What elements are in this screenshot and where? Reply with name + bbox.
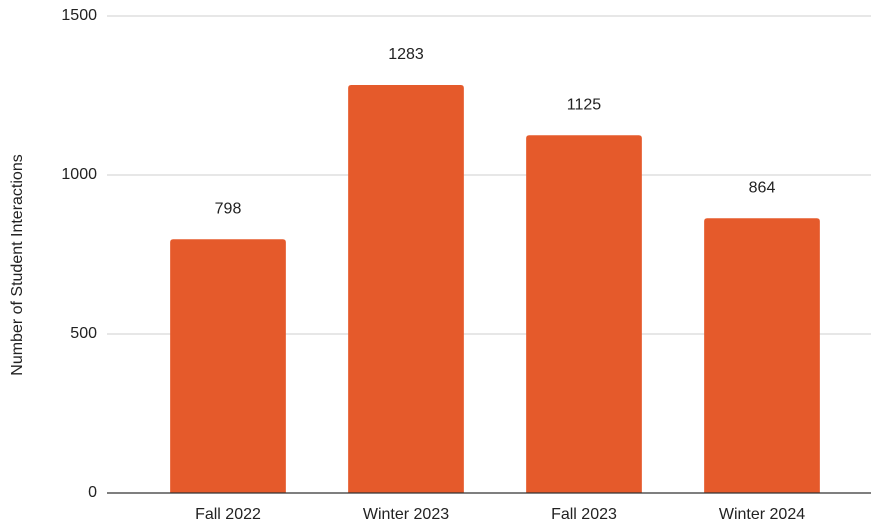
x-tick-label: Winter 2024	[719, 506, 805, 523]
y-axis-label: Number of Student Interactions	[9, 154, 26, 375]
y-tick-label: 500	[70, 325, 97, 342]
data-label: 1125	[567, 96, 602, 113]
y-tick-label: 1500	[61, 7, 97, 24]
data-label: 798	[215, 200, 242, 217]
bar	[526, 135, 642, 493]
y-tick-label: 0	[88, 484, 97, 501]
bar	[170, 239, 286, 493]
y-tick-label: 1000	[61, 166, 97, 183]
x-tick-label: Fall 2022	[195, 506, 261, 523]
bar	[704, 218, 820, 494]
x-tick-label: Fall 2023	[551, 506, 617, 523]
data-label: 864	[749, 179, 776, 196]
data-label: 1283	[388, 46, 424, 63]
x-tick-label: Winter 2023	[363, 506, 449, 523]
bar	[348, 85, 464, 494]
